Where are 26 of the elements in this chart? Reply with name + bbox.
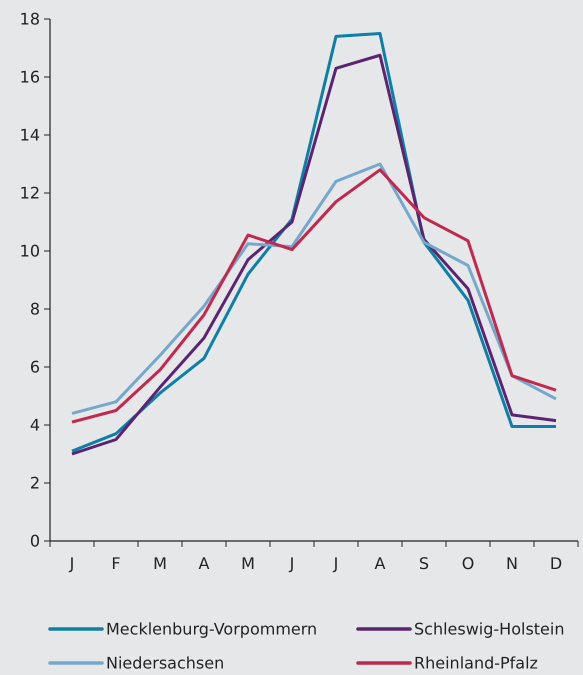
- legend-label: Mecklenburg-Vorpommern: [106, 620, 318, 639]
- y-tick-label: 10: [20, 242, 40, 261]
- legend-label: Niedersachsen: [106, 654, 224, 673]
- x-tick-label: S: [418, 554, 430, 573]
- x-tick-label: O: [462, 554, 474, 573]
- x-tick-label: J: [68, 554, 74, 573]
- y-tick-label: 18: [20, 10, 40, 29]
- x-tick-label: M: [241, 554, 255, 573]
- x-tick-label: J: [332, 554, 338, 573]
- x-tick-label: N: [506, 554, 518, 573]
- y-tick-label: 8: [30, 300, 40, 319]
- y-tick-label: 4: [30, 416, 40, 435]
- x-tick-label: M: [153, 554, 167, 573]
- x-tick-label: A: [198, 554, 210, 573]
- y-tick-label: 0: [30, 532, 40, 551]
- legend-label: Schleswig-Holstein: [414, 620, 564, 639]
- x-tick-label: F: [111, 554, 121, 573]
- y-tick-label: 14: [20, 126, 40, 145]
- legend-label: Rheinland-Pfalz: [414, 654, 538, 673]
- y-tick-label: 2: [30, 474, 40, 493]
- x-tick-label: D: [550, 554, 562, 573]
- y-tick-label: 12: [20, 184, 40, 203]
- y-tick-label: 16: [20, 68, 40, 87]
- y-tick-label: 6: [30, 358, 40, 377]
- x-tick-label: J: [288, 554, 294, 573]
- x-tick-label: A: [374, 554, 386, 573]
